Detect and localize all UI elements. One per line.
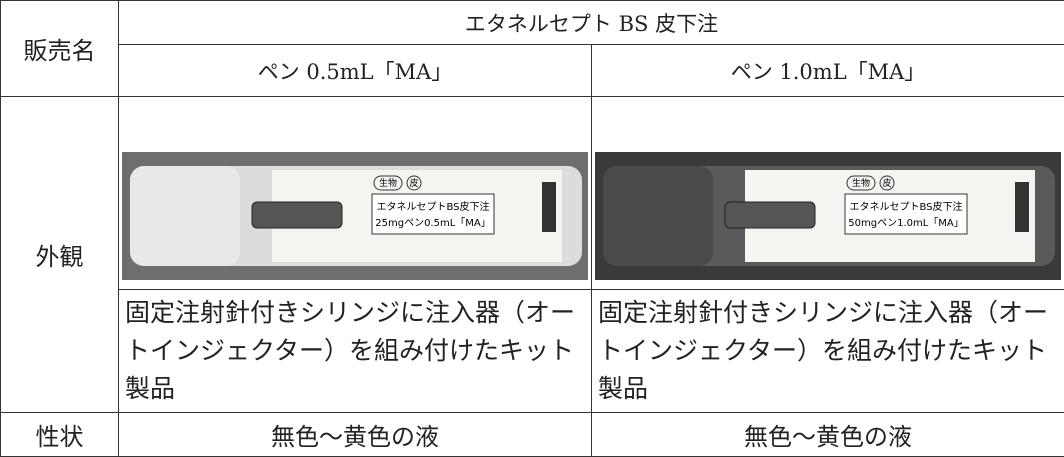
badge-text: 皮 (409, 177, 418, 189)
description: 固定注射針付きシリンジに注入器（オートインジェクター）を組み付けたキット製品 (592, 290, 1064, 413)
property: 無色～黄色の液 (119, 413, 592, 457)
barcode (542, 182, 556, 232)
badge-text: 皮 (882, 177, 891, 189)
image-cell: 生物皮エタネルセプトBS皮下注 50mgペン1.0mL「MA」 (592, 97, 1064, 290)
badge-text: 生物 (852, 177, 870, 189)
property: 無色～黄色の液 (592, 413, 1064, 457)
description: 固定注射針付きシリンジに注入器（オートインジェクター）を組み付けたキット製品 (119, 290, 592, 413)
pen-image: 生物皮エタネルセプトBS皮下注 25mgペン0.5mL「MA」 (122, 152, 588, 280)
pen-cap (603, 166, 713, 266)
variant: ペン 0.5mL「MA」 (119, 45, 592, 97)
image-cell: 生物皮エタネルセプトBS皮下注 25mgペン0.5mL「MA」 (119, 97, 592, 290)
page: 販売名 エタネルセプト BS 皮下注 ペン 0.5mL「MA」 ペン 1.0mL… (0, 0, 1064, 437)
variant: ペン 1.0mL「MA」 (592, 45, 1064, 97)
row-label: 外観 (1, 97, 119, 413)
label-text: 25mgペン0.5mL「MA」 (375, 217, 491, 229)
window (252, 202, 342, 228)
window (725, 202, 815, 228)
row-label: 性状 (1, 413, 119, 457)
pen-image: 生物皮エタネルセプトBS皮下注 50mgペン1.0mL「MA」 (595, 152, 1061, 280)
label-text: エタネルセプトBS皮下注 (849, 200, 962, 213)
row-label: 販売名 (1, 1, 119, 97)
pen-cap (130, 166, 240, 266)
label-text: エタネルセプトBS皮下注 (376, 200, 489, 213)
badge-text: 生物 (379, 177, 397, 189)
label-text: 50mgペン1.0mL「MA」 (848, 217, 964, 229)
product-name: エタネルセプト BS 皮下注 (119, 1, 1064, 45)
barcode (1015, 182, 1029, 232)
